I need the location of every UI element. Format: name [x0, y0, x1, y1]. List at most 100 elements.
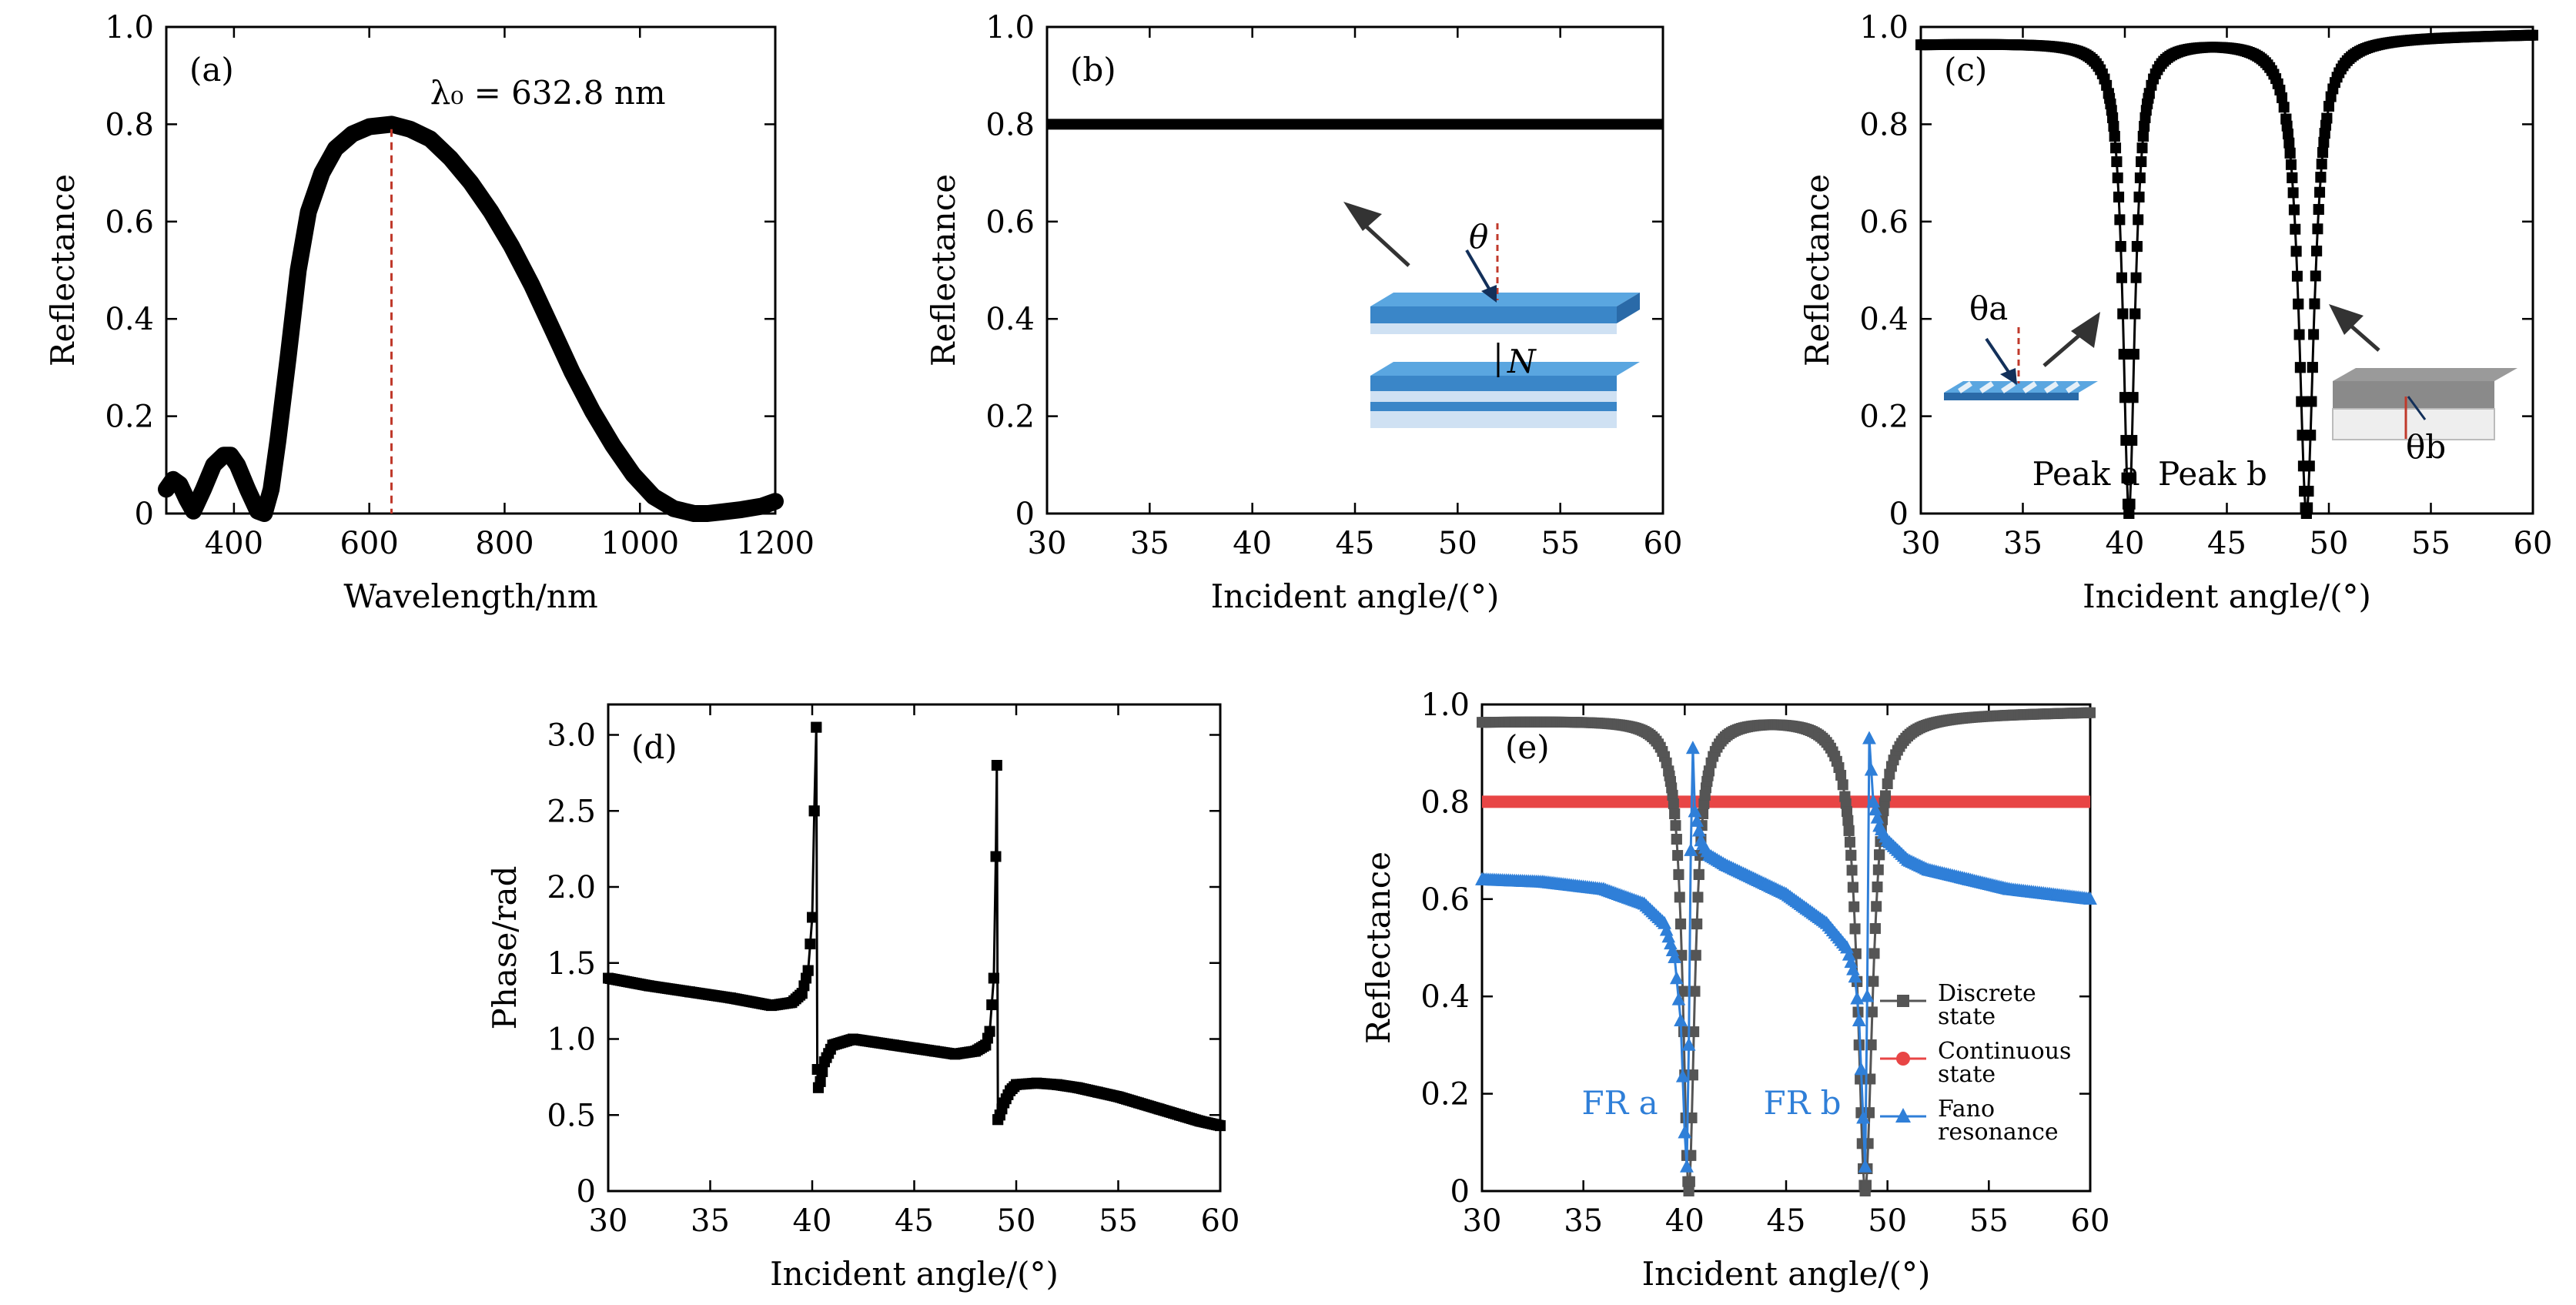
reflectance-point [2109, 131, 2120, 142]
y-tick-label: 0 [1015, 497, 1035, 532]
x-tick-label: 50 [997, 1203, 1036, 1239]
discrete-state-point [1692, 892, 1704, 903]
reflectance-point [2124, 498, 2136, 510]
fano-point [1684, 843, 1698, 856]
y-axis-label: Reflectance [1798, 174, 1836, 366]
fano-point [1866, 794, 1881, 808]
layer-low [1370, 402, 1617, 411]
reflectance-point [2314, 186, 2326, 198]
y-tick-label: 0.6 [1420, 882, 1470, 918]
y-tick-label: 0.6 [985, 205, 1035, 240]
reflectance-point [2133, 191, 2145, 202]
grating-ridge [2001, 381, 2016, 393]
discrete-state-point [1848, 901, 1860, 912]
reflectance-point [2127, 392, 2139, 403]
x-tick-label: 400 [205, 526, 263, 561]
reflectance-point [2126, 434, 2138, 446]
reflectance-point [2287, 172, 2298, 183]
discrete-state-point [1677, 985, 1688, 997]
grating-ridge [2066, 381, 2080, 393]
y-tick-label: 0 [1889, 497, 1909, 532]
reflectance-point [2313, 203, 2324, 215]
y-tick-label: 0.4 [985, 302, 1035, 337]
y-tick-label: 0.4 [1859, 302, 1909, 337]
reflectance-point [2107, 112, 2119, 123]
x-axis-label: Incident angle/(°) [2083, 577, 2371, 615]
legend-marker [1896, 1052, 1910, 1066]
theta-a-label: θa [1969, 289, 2008, 327]
reflectance-point [2315, 172, 2327, 183]
incident-arrowhead [1481, 285, 1497, 303]
phase-line [607, 727, 1221, 1127]
reflectance-point [2293, 298, 2304, 310]
y-tick-label: 0.8 [985, 107, 1035, 142]
discrete-state-point [1842, 815, 1854, 826]
phase-point [991, 760, 1002, 771]
reflectance-point [2130, 272, 2142, 283]
x-tick-label: 30 [1902, 526, 1941, 561]
output-arrowhead [1343, 202, 1382, 231]
fano-point [1862, 731, 1876, 745]
y-tick-label: 1.0 [547, 1022, 596, 1058]
y-tick-label: 3.0 [547, 718, 596, 754]
y-tick-label: 1.0 [1420, 688, 1470, 723]
y-tick-label: 0 [135, 497, 154, 532]
panel-label: (d) [631, 728, 677, 766]
panel-c-data: Peak a Peak b θa θb [1915, 29, 2538, 519]
reflectance-point [2316, 159, 2327, 170]
fano-point [1846, 962, 1860, 975]
phase-point [988, 972, 999, 984]
fano-point [1668, 950, 1681, 963]
legend-label: Continuous [1938, 1038, 2071, 1065]
panel-a-data: λ₀ = 632.8 nm [158, 74, 784, 522]
discrete-state-point [1865, 1073, 1876, 1085]
discrete-state-point [1676, 949, 1688, 961]
y-tick-label: 1.0 [1859, 10, 1909, 45]
fano-point [1858, 1159, 1872, 1173]
discrete-state-point [1835, 769, 1847, 781]
discrete-state-point [1855, 1073, 1866, 1085]
fano-point [1670, 971, 1684, 985]
reflectance-point [2297, 430, 2308, 441]
reflectance-point [2112, 172, 2123, 184]
layer-top-clad [1370, 323, 1617, 334]
discrete-state-point [2085, 707, 2096, 718]
panel-0-axes: 400 600 800 1000 1200 0 0.2 0.4 0.6 0.8 1.0 Wavelen… [44, 10, 815, 615]
panel-label: (b) [1070, 51, 1116, 89]
y-tick-label: 2.0 [547, 870, 596, 905]
incident-arrowhead [2000, 368, 2017, 385]
fano-point [1870, 810, 1885, 824]
reflectance-point [2123, 508, 2135, 519]
phase-point [807, 912, 818, 923]
fano-point [1671, 992, 1686, 1006]
reflectance-point [2321, 112, 2333, 124]
reflectance-point [2115, 241, 2126, 253]
discrete-state-point [1687, 1069, 1698, 1081]
y-tick-label: 1.0 [985, 10, 1035, 45]
discrete-state-point [1871, 901, 1882, 912]
y-tick-label: 0.8 [105, 107, 154, 142]
discrete-state-point [1865, 1039, 1877, 1051]
discrete-state-point [1689, 985, 1701, 997]
discrete-state-point [1690, 949, 1701, 961]
discrete-state-point [1684, 1176, 1695, 1187]
fano-point [1680, 1159, 1694, 1173]
fano-point [1842, 947, 1856, 961]
x-tick-label: 45 [1767, 1203, 1806, 1239]
discrete-state-point [1837, 779, 1848, 791]
refracted-ray [2407, 396, 2427, 420]
y-tick-label: 0.5 [547, 1098, 596, 1133]
reflectance-point [2129, 308, 2141, 320]
y-tick-label: 0.2 [985, 400, 1035, 435]
reflectance-point [2125, 472, 2136, 484]
phase-point [984, 1026, 995, 1037]
x-tick-label: 55 [2411, 526, 2451, 561]
panel-b-data: Nθ [1047, 119, 1663, 428]
layer-mid-clad [1370, 391, 1617, 402]
fano-point [1675, 1069, 1690, 1082]
fano-point [1864, 762, 1878, 776]
reflectance-point [2309, 298, 2320, 310]
x-tick-label: 60 [2514, 526, 2553, 561]
discrete-state-point [1847, 882, 1858, 893]
reflectance-point [2283, 137, 2295, 149]
